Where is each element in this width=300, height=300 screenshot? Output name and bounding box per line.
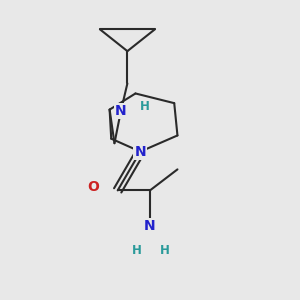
Text: N: N	[134, 145, 146, 159]
Text: H: H	[132, 244, 142, 257]
Text: N: N	[115, 104, 127, 118]
Text: H: H	[160, 244, 170, 257]
Text: O: O	[88, 180, 99, 194]
Text: N: N	[144, 219, 156, 233]
Text: H: H	[140, 100, 150, 112]
